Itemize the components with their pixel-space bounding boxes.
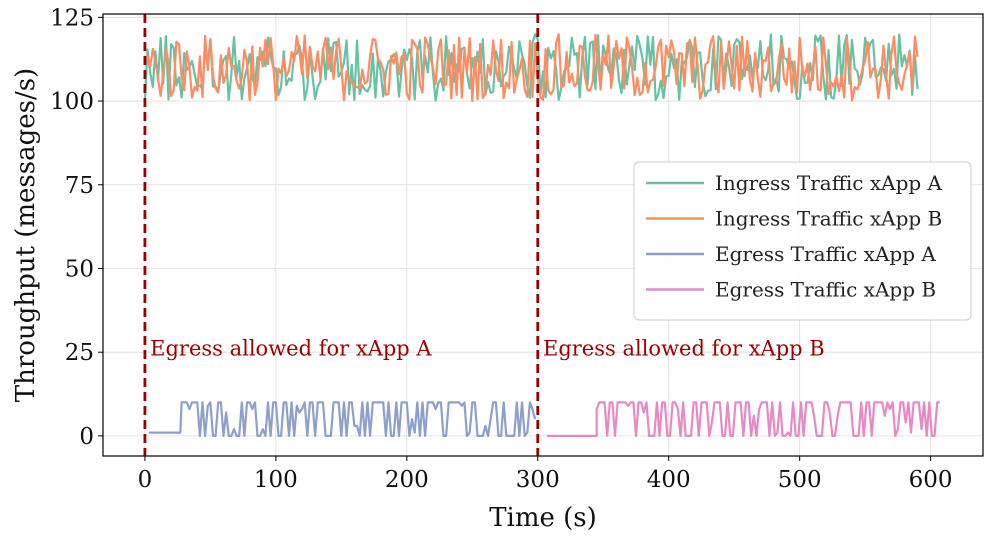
plot-frame — [102, 13, 984, 457]
x-tick-label: 300 — [516, 467, 560, 493]
y-tick-label: 75 — [65, 173, 94, 199]
x-axis-title: Time (s) — [489, 503, 597, 533]
series-line-ingress-traffic-xapp-b — [144, 33, 919, 102]
series-line-egress-traffic-xapp-a — [148, 401, 537, 437]
series-line-egress-traffic-xapp-b — [546, 401, 940, 437]
x-tick-label: 0 — [138, 467, 153, 493]
annotation-label: Egress allowed for xApp B — [543, 337, 825, 361]
x-tick-label: 400 — [647, 467, 691, 493]
series-lines — [143, 33, 940, 437]
axes: 0 100 200 300 400 500 600 0 25 50 75 100 125 — [50, 5, 952, 493]
x-tick-label: 600 — [909, 467, 953, 493]
vertical-markers — [143, 14, 540, 456]
legend-box — [633, 161, 972, 321]
y-tick-label: 25 — [65, 340, 94, 366]
y-tick-label: 0 — [79, 424, 94, 450]
y-axis-title: Throughput (messages/s) — [11, 68, 41, 402]
y-tick-label: 125 — [50, 5, 94, 31]
x-tick-label: 200 — [385, 467, 429, 493]
y-tick-label: 50 — [65, 256, 94, 282]
legend-entry-label: Egress Traffic xApp A — [715, 242, 936, 266]
annotations: Egress allowed for xApp A Egress allowed … — [150, 337, 825, 361]
x-tick-label: 500 — [778, 467, 822, 493]
x-tick-label: 100 — [254, 467, 298, 493]
legend: Ingress Traffic xApp A Ingress Traffic xA… — [633, 161, 972, 321]
legend-entry-label: Ingress Traffic xApp A — [715, 171, 943, 195]
legend-entry-label: Egress Traffic xApp B — [715, 278, 936, 302]
annotation-label: Egress allowed for xApp A — [150, 337, 432, 361]
y-tick-label: 100 — [50, 89, 94, 115]
legend-entry-label: Ingress Traffic xApp B — [715, 207, 942, 231]
